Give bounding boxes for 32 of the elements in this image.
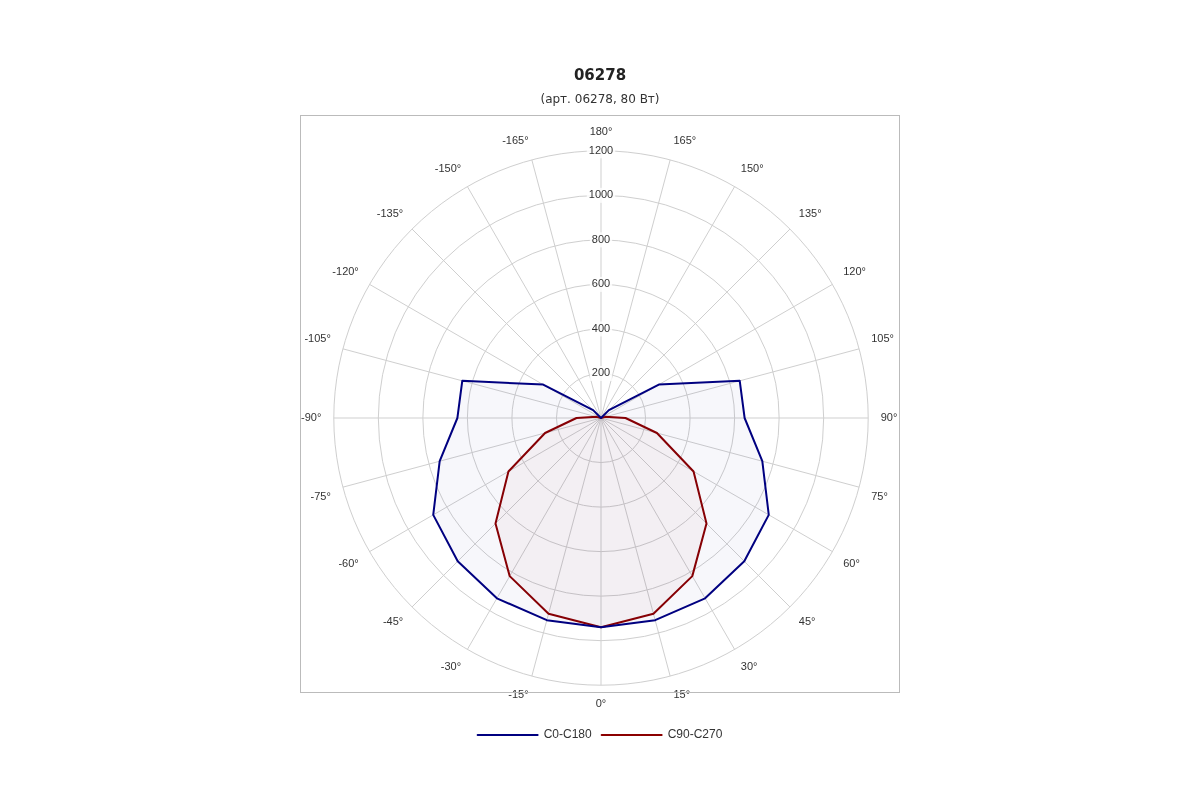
spoke-label: 75° bbox=[871, 490, 888, 503]
spoke-label: -165° bbox=[502, 134, 529, 147]
spoke-label: 105° bbox=[871, 332, 894, 345]
spoke-label: 60° bbox=[843, 557, 860, 570]
spoke-label: -60° bbox=[338, 557, 359, 570]
y-tick-label: 1200 bbox=[588, 143, 614, 156]
spoke-label: 120° bbox=[843, 264, 866, 277]
spoke-label: 135° bbox=[798, 206, 822, 219]
spoke-label: 90° bbox=[880, 411, 898, 424]
chart-title: 06278 bbox=[572, 66, 628, 84]
spoke-label: -30° bbox=[440, 659, 462, 672]
y-tick-label: 200 bbox=[591, 366, 611, 379]
spoke-label: 150° bbox=[740, 162, 764, 175]
y-tick-label: 1000 bbox=[588, 188, 614, 201]
legend-label: C90-C270 bbox=[667, 727, 723, 742]
y-tick-label: 400 bbox=[591, 321, 611, 334]
spoke-label: -45° bbox=[382, 615, 404, 628]
spoke-label: 0° bbox=[595, 697, 607, 710]
spoke-label: -135° bbox=[376, 206, 404, 219]
spoke-label: -150° bbox=[434, 162, 462, 175]
spoke-label: -120° bbox=[332, 264, 359, 277]
spoke-label: -90° bbox=[300, 411, 322, 424]
chart-subtitle: (арт. 06278, 80 Вт) bbox=[539, 92, 661, 106]
spoke-label: 165° bbox=[673, 134, 697, 147]
y-tick-label: 800 bbox=[591, 232, 611, 245]
spoke-label: 45° bbox=[798, 615, 816, 628]
spoke-label: 180° bbox=[589, 124, 613, 137]
spoke-label: 30° bbox=[740, 659, 758, 672]
spoke-label: -105° bbox=[304, 332, 331, 345]
y-tick-label: 600 bbox=[591, 277, 611, 290]
legend-label: C0-C180 bbox=[543, 727, 592, 742]
spoke-label: -75° bbox=[310, 490, 331, 503]
